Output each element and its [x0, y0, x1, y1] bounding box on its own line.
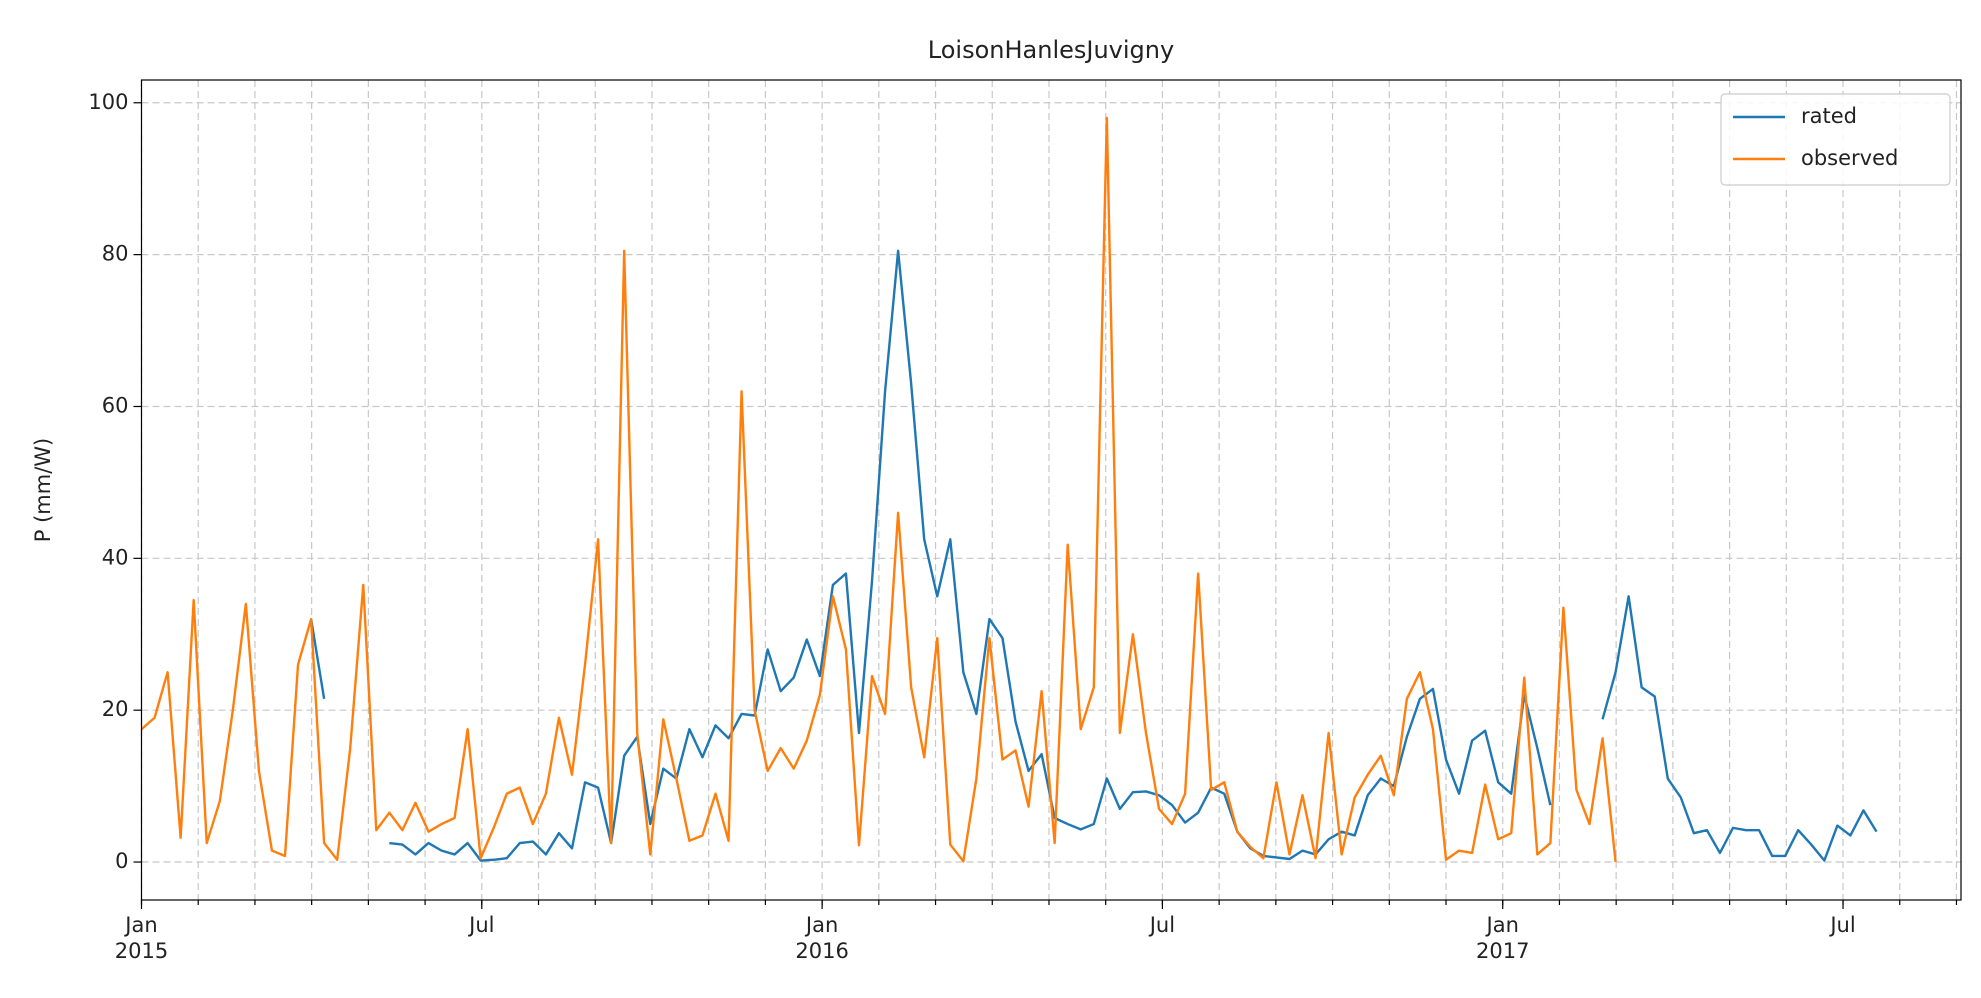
x-tick-label: Jul	[1149, 913, 1176, 937]
legend-label: rated	[1801, 104, 1857, 128]
y-tick-label: 100	[88, 90, 128, 114]
legend-label: observed	[1801, 146, 1898, 170]
y-tick-label: 20	[102, 697, 129, 721]
x-tick-label: Jan 2017	[1475, 913, 1530, 963]
series-line	[309, 249, 1878, 862]
x-tick-label: Jul	[469, 913, 495, 937]
y-tick-label: 80	[102, 242, 129, 266]
y-tick-label: 40	[102, 545, 129, 569]
series-line	[141, 116, 1617, 863]
x-tick-label: Jan 2015	[114, 913, 169, 963]
chart-title: LoisonHanlesJuvigny	[928, 36, 1174, 64]
y-axis-label: P (mm/W)	[31, 438, 55, 542]
y-tick-label: 0	[115, 849, 128, 873]
y-tick-label: 60	[102, 393, 129, 417]
x-tick-label: Jul	[1830, 913, 1856, 937]
plot-frame	[140, 79, 1962, 901]
x-tick-label: Jan 2016	[795, 913, 849, 963]
